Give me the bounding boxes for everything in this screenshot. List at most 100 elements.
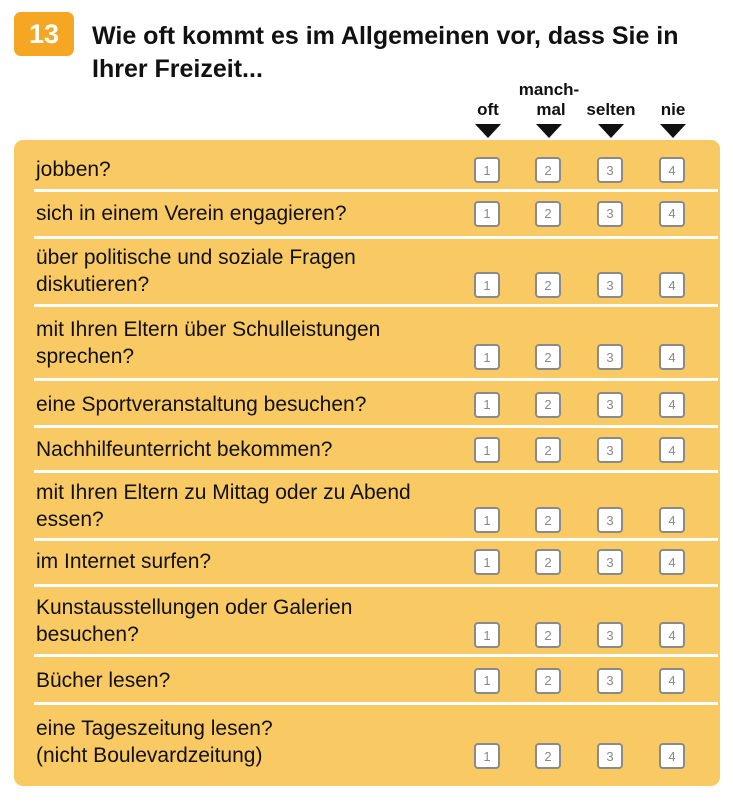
checkbox-selten[interactable]: 3 xyxy=(597,200,623,227)
checkbox-selten[interactable]: 3 xyxy=(597,157,623,183)
question-row: eine Sportveranstaltung besuchen? 1 2 3 4 xyxy=(14,385,720,423)
checkbox-manchmal[interactable]: 2 xyxy=(535,200,561,227)
column-header-nie: nie xyxy=(633,100,713,120)
row-separator xyxy=(34,304,718,307)
row-label: über politische und soziale Fragen diskut… xyxy=(36,244,356,298)
checkbox-nie[interactable]: 4 xyxy=(659,667,685,694)
row-label-line: (nicht Boulevardzeitung) xyxy=(36,744,263,767)
checkbox-oft[interactable]: 1 xyxy=(474,549,500,575)
question-panel: jobben? 1 2 3 4 sich in einem Verein engagier… xyxy=(14,140,720,786)
checkbox-nie[interactable]: 4 xyxy=(659,622,685,648)
checkbox-selten[interactable]: 3 xyxy=(597,622,623,648)
checkbox-selten[interactable]: 3 xyxy=(597,391,623,418)
row-label-line: besuchen? xyxy=(36,623,139,646)
question-row: mit Ihren Eltern über Schulleistungen spr… xyxy=(14,312,720,374)
checkbox-oft[interactable]: 1 xyxy=(474,272,500,298)
row-label-line: über politische und soziale Fragen xyxy=(36,246,356,269)
checkbox-manchmal[interactable]: 2 xyxy=(535,344,561,370)
column-header-line: nie xyxy=(660,100,686,119)
checkbox-oft[interactable]: 1 xyxy=(474,200,500,227)
checkbox-manchmal[interactable]: 2 xyxy=(535,437,561,463)
row-separator xyxy=(34,470,718,473)
checkbox-manchmal[interactable]: 2 xyxy=(535,272,561,298)
question-row: im Internet surfen? 1 2 3 4 xyxy=(14,544,720,579)
question-row: sich in einem Verein engagieren? 1 2 3 4 xyxy=(14,196,720,230)
row-separator xyxy=(34,425,718,428)
checkbox-oft[interactable]: 1 xyxy=(474,437,500,463)
row-label-line: mit Ihren Eltern über Schulleistungen xyxy=(36,318,381,341)
row-label-line: sprechen? xyxy=(36,345,135,368)
row-label-line: im Internet surfen? xyxy=(36,550,212,573)
checkbox-selten[interactable]: 3 xyxy=(597,507,623,533)
column-arrow-oft xyxy=(475,124,501,138)
checkbox-oft[interactable]: 1 xyxy=(474,344,500,370)
question-title: Wie oft kommt es im Allgemeinen vor, das… xyxy=(92,22,679,83)
checkbox-nie[interactable]: 4 xyxy=(659,549,685,575)
row-separator xyxy=(34,702,718,705)
column-header-selten: selten xyxy=(571,100,651,120)
column-arrow-selten xyxy=(598,124,624,138)
checkbox-nie[interactable]: 4 xyxy=(659,437,685,463)
row-separator xyxy=(34,538,718,541)
checkbox-oft[interactable]: 1 xyxy=(474,157,500,183)
checkbox-manchmal[interactable]: 2 xyxy=(535,549,561,575)
row-label: eine Tageszeitung lesen? (nicht Boulevard… xyxy=(36,715,273,769)
checkbox-nie[interactable]: 4 xyxy=(659,743,685,769)
question-row: jobben? 1 2 3 4 xyxy=(14,152,720,187)
checkbox-manchmal[interactable]: 2 xyxy=(535,391,561,418)
row-label: Kunstausstellungen oder Galerien besuchen… xyxy=(36,594,352,648)
checkbox-selten[interactable]: 3 xyxy=(597,549,623,575)
row-label: Nachhilfeunterricht bekommen? xyxy=(36,436,332,463)
checkbox-manchmal[interactable]: 2 xyxy=(535,743,561,769)
checkbox-oft[interactable]: 1 xyxy=(474,667,500,694)
row-label: eine Sportveranstaltung besuchen? xyxy=(36,391,366,418)
checkbox-selten[interactable]: 3 xyxy=(597,437,623,463)
row-label-line: Kunstausstellungen oder Galerien xyxy=(36,596,353,619)
row-separator xyxy=(34,378,718,381)
question-row: Bücher lesen? 1 2 3 4 xyxy=(14,661,720,699)
column-header-line: manch- xyxy=(518,80,580,99)
checkbox-nie[interactable]: 4 xyxy=(659,200,685,227)
checkbox-nie[interactable]: 4 xyxy=(659,157,685,183)
checkbox-manchmal[interactable]: 2 xyxy=(535,157,561,183)
checkbox-manchmal[interactable]: 2 xyxy=(535,507,561,533)
checkbox-selten[interactable]: 3 xyxy=(597,743,623,769)
row-label-line: mit Ihren Eltern zu Mittag oder zu Abend xyxy=(36,481,411,504)
column-arrow-manchmal xyxy=(536,124,562,138)
question-row: eine Tageszeitung lesen? (nicht Boulevard… xyxy=(14,708,720,776)
checkbox-nie[interactable]: 4 xyxy=(659,507,685,533)
row-label: jobben? xyxy=(36,156,111,183)
column-arrow-nie xyxy=(660,124,686,138)
row-label: mit Ihren Eltern zu Mittag oder zu Abend… xyxy=(36,479,411,533)
row-label-line: diskutieren? xyxy=(36,273,150,296)
column-header-line: oft xyxy=(477,100,499,119)
checkbox-manchmal[interactable]: 2 xyxy=(535,622,561,648)
row-separator xyxy=(34,584,718,587)
checkbox-oft[interactable]: 1 xyxy=(474,743,500,769)
row-label-line: sich in einem Verein engagieren? xyxy=(36,201,347,225)
question-row: über politische und soziale Fragen diskut… xyxy=(14,241,720,301)
row-label: mit Ihren Eltern über Schulleistungen spr… xyxy=(36,316,380,370)
checkbox-oft[interactable]: 1 xyxy=(474,622,500,648)
checkbox-nie[interactable]: 4 xyxy=(659,344,685,370)
checkbox-oft[interactable]: 1 xyxy=(474,507,500,533)
row-label-line: jobben? xyxy=(36,158,111,181)
checkbox-oft[interactable]: 1 xyxy=(474,391,500,418)
row-label-line: Bücher lesen? xyxy=(36,668,171,692)
question-number-badge: 13 xyxy=(14,12,74,56)
checkbox-selten[interactable]: 3 xyxy=(597,344,623,370)
question-row: Nachhilfeunterricht bekommen? 1 2 3 4 xyxy=(14,432,720,467)
row-label-line: eine Tageszeitung lesen? xyxy=(36,717,273,740)
checkbox-nie[interactable]: 4 xyxy=(659,391,685,418)
checkbox-nie[interactable]: 4 xyxy=(659,272,685,298)
row-separator xyxy=(34,236,718,239)
column-header-manchmal: manch-mal xyxy=(509,80,589,120)
column-header-line: selten xyxy=(586,100,636,119)
row-label: sich in einem Verein engagieren? xyxy=(36,200,347,227)
checkbox-selten[interactable]: 3 xyxy=(597,272,623,298)
row-label-line: Nachhilfeunterricht bekommen? xyxy=(36,438,333,461)
checkbox-selten[interactable]: 3 xyxy=(597,667,623,694)
checkbox-manchmal[interactable]: 2 xyxy=(535,667,561,694)
column-header-oft: oft xyxy=(448,100,528,120)
row-label-line: essen? xyxy=(36,508,104,531)
